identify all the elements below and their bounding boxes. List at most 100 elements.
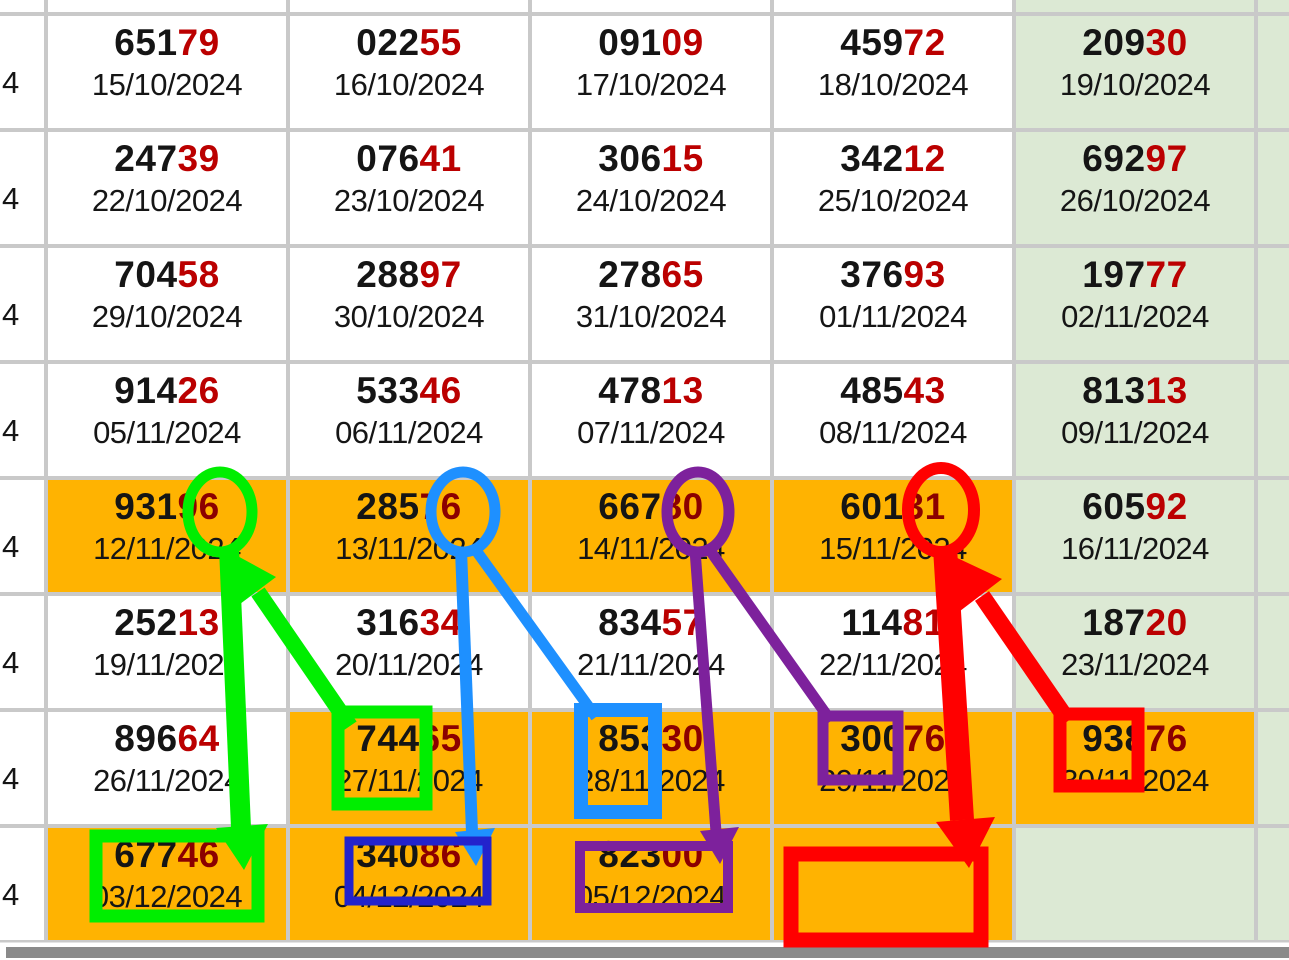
draw-number: 65179 — [114, 22, 220, 63]
truncated-date-cell: 4 — [0, 480, 44, 592]
result-cell: 34086 04/12/2024 — [290, 828, 528, 940]
draw-number: 28576 — [356, 486, 462, 527]
bottom-scrollbar[interactable] — [6, 947, 1289, 958]
draw-date: 02/11/2024 — [1061, 299, 1209, 334]
result-cell: 74465 27/11/2024 — [290, 712, 528, 824]
truncated-date-cell: 4 — [0, 248, 44, 360]
draw-number: 34086 — [356, 834, 462, 875]
draw-date: 20/11/2024 — [335, 647, 483, 682]
partial-row-cell — [0, 0, 44, 12]
draw-date: 27/11/2024 — [335, 763, 483, 798]
draw-date: 22/10/2024 — [91, 183, 243, 218]
partial-row-cell — [532, 0, 770, 12]
draw-date: 14/11/2024 — [577, 531, 725, 566]
result-cell: 19777 02/11/2024 — [1016, 248, 1254, 360]
truncated-date-cell: 4 — [0, 132, 44, 244]
partial-next-column-cell — [1258, 828, 1289, 940]
truncated-date-cell: 4 — [0, 364, 44, 476]
result-cell: 93196 12/11/2024 — [48, 480, 286, 592]
draw-number: 18720 — [1082, 602, 1188, 643]
result-cell: 66780 14/11/2024 — [532, 480, 770, 592]
draw-number: 28897 — [356, 254, 462, 295]
draw-date: 03/12/2024 — [91, 879, 243, 914]
result-cell: 07641 23/10/2024 — [290, 132, 528, 244]
draw-number: 24739 — [114, 138, 220, 179]
draw-number: 81313 — [1082, 370, 1188, 411]
draw-date: 22/11/2024 — [819, 647, 967, 682]
draw-number — [1016, 828, 1254, 833]
result-cell: 81313 09/11/2024 — [1016, 364, 1254, 476]
result-cell: 30076 29/11/2024 — [774, 712, 1012, 824]
draw-number: 19777 — [1082, 254, 1188, 295]
truncated-date-cell: 4 — [0, 596, 44, 708]
partial-next-column-cell — [1258, 596, 1289, 708]
draw-number: 34212 — [840, 138, 946, 179]
draw-date: 30/11/2024 — [1061, 763, 1209, 798]
draw-date: 18/10/2024 — [817, 67, 969, 102]
draw-date: 24/10/2024 — [575, 183, 727, 218]
result-cell: 67746 03/12/2024 — [48, 828, 286, 940]
truncated-date-cell: 4 — [0, 712, 44, 824]
draw-number: 67746 — [114, 834, 220, 875]
results-grid: 4 65179 15/10/2024 02255 16/10/2024 0910… — [0, 0, 1289, 940]
partial-next-column-cell — [1258, 712, 1289, 824]
result-cell: 45972 18/10/2024 — [774, 16, 1012, 128]
result-cell: 34212 25/10/2024 — [774, 132, 1012, 244]
draw-number: 74465 — [356, 718, 462, 759]
result-cell: 85330 28/11/2024 — [532, 712, 770, 824]
result-cell: 48543 08/11/2024 — [774, 364, 1012, 476]
draw-number: 83457 — [598, 602, 704, 643]
result-cell: 93876 30/11/2024 — [1016, 712, 1254, 824]
draw-number: 07641 — [356, 138, 462, 179]
partial-row-cell — [48, 0, 286, 12]
result-cell: 82300 05/12/2024 — [532, 828, 770, 940]
result-cell: 89664 26/11/2024 — [48, 712, 286, 824]
draw-number: 69297 — [1082, 138, 1188, 179]
result-cell: 91426 05/11/2024 — [48, 364, 286, 476]
draw-number: 31634 — [356, 602, 462, 643]
draw-date: 26/11/2024 — [93, 763, 241, 798]
draw-number: 30076 — [840, 718, 946, 759]
partial-row-cell — [774, 0, 1012, 12]
draw-number: 60592 — [1082, 486, 1188, 527]
draw-number: 47813 — [598, 370, 704, 411]
draw-date: 29/10/2024 — [91, 299, 243, 334]
draw-number: 09109 — [598, 22, 704, 63]
result-cell: 47813 07/11/2024 — [532, 364, 770, 476]
result-cell: 37693 01/11/2024 — [774, 248, 1012, 360]
result-cell: 25213 19/11/2024 — [48, 596, 286, 708]
partial-row-cell — [290, 0, 528, 12]
draw-date: 19/10/2024 — [1059, 67, 1211, 102]
draw-date: 31/10/2024 — [575, 299, 727, 334]
result-cell: 53346 06/11/2024 — [290, 364, 528, 476]
partial-next-column-cell — [1258, 132, 1289, 244]
draw-number: 20930 — [1082, 22, 1188, 63]
draw-date: 23/10/2024 — [333, 183, 485, 218]
draw-date: 17/10/2024 — [575, 67, 727, 102]
draw-date: 19/11/2024 — [93, 647, 241, 682]
result-cell — [1016, 828, 1254, 940]
result-cell: 24739 22/10/2024 — [48, 132, 286, 244]
partial-next-column-cell — [1258, 16, 1289, 128]
draw-number: 66780 — [598, 486, 704, 527]
result-cell: 70458 29/10/2024 — [48, 248, 286, 360]
draw-date: 04/12/2024 — [333, 879, 485, 914]
result-cell: 18720 23/11/2024 — [1016, 596, 1254, 708]
draw-date: 29/11/2024 — [819, 763, 967, 798]
draw-number: 02255 — [356, 22, 462, 63]
result-cell: 31634 20/11/2024 — [290, 596, 528, 708]
result-cell: 27865 31/10/2024 — [532, 248, 770, 360]
draw-date: 26/10/2024 — [1059, 183, 1211, 218]
partial-row-cell — [1258, 0, 1289, 12]
draw-number: 82300 — [598, 834, 704, 875]
draw-date: 25/10/2024 — [817, 183, 969, 218]
draw-date: 05/12/2024 — [575, 879, 727, 914]
partial-next-column-cell — [1258, 248, 1289, 360]
result-cell: 83457 21/11/2024 — [532, 596, 770, 708]
draw-date: 16/10/2024 — [333, 67, 485, 102]
draw-number: 27865 — [598, 254, 704, 295]
draw-date: 07/11/2024 — [577, 415, 725, 450]
draw-date: 15/11/2024 — [819, 531, 967, 566]
truncated-date-cell: 4 — [0, 828, 44, 940]
